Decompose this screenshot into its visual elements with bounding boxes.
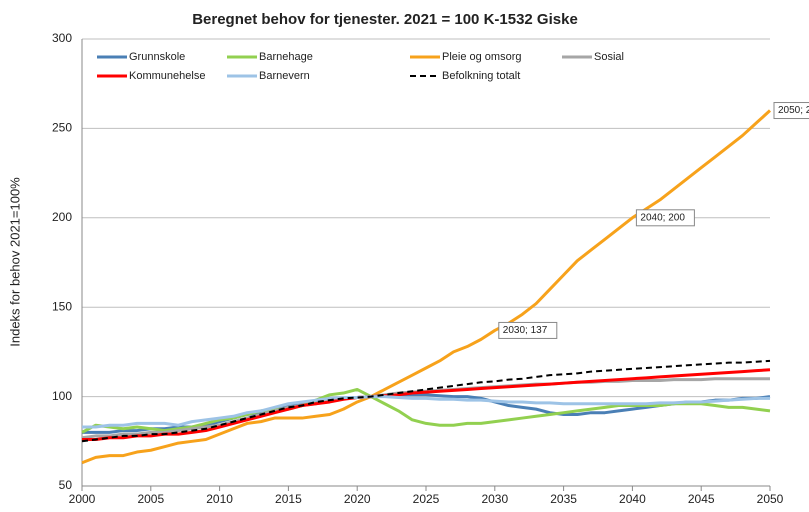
y-tick-label: 50 (59, 478, 73, 492)
legend-label: Kommunehelse (129, 70, 205, 82)
series-line (81, 109, 772, 465)
y-tick-label: 300 (52, 31, 72, 45)
data-label-box (773, 102, 809, 120)
legend-label: Pleie og omsorg (442, 51, 522, 63)
legend-label: Grunnskole (129, 51, 185, 63)
y-tick-label: 200 (52, 210, 72, 224)
legend-label: Barnehage (259, 51, 313, 63)
legend-label: Sosial (594, 51, 624, 63)
series-line (81, 387, 771, 434)
data-label-box (635, 209, 695, 227)
x-tick-label: 2045 (688, 492, 715, 506)
data-label: 2040; 200 (640, 212, 685, 223)
chart-title: Beregnet behov for tjenester. 2021 = 100… (192, 11, 578, 28)
x-tick-label: 2010 (206, 492, 233, 506)
x-tick-label: 2025 (413, 492, 440, 506)
legend-label: Barnevern (259, 70, 310, 82)
x-tick-label: 2015 (275, 492, 302, 506)
series-line (82, 395, 770, 429)
data-label: 2050; 260 (778, 105, 809, 116)
x-tick-label: 2000 (69, 492, 96, 506)
y-axis-label: Indeks for behov 2021=100% (7, 177, 22, 347)
data-label: 2030; 137 (503, 325, 548, 336)
series-line (81, 359, 771, 443)
x-tick-label: 2030 (481, 492, 508, 506)
y-tick-label: 250 (52, 121, 72, 135)
x-tick-label: 2005 (137, 492, 164, 506)
x-tick-label: 2050 (757, 492, 784, 506)
legend-label: Befolkning totalt (442, 70, 520, 82)
x-tick-label: 2040 (619, 492, 646, 506)
series-line (82, 368, 771, 442)
data-label-box (498, 321, 558, 339)
x-tick-label: 2020 (344, 492, 371, 506)
series-line (81, 377, 770, 440)
y-tick-label: 150 (52, 299, 72, 313)
y-tick-label: 100 (52, 389, 72, 403)
x-tick-label: 2035 (550, 492, 577, 506)
